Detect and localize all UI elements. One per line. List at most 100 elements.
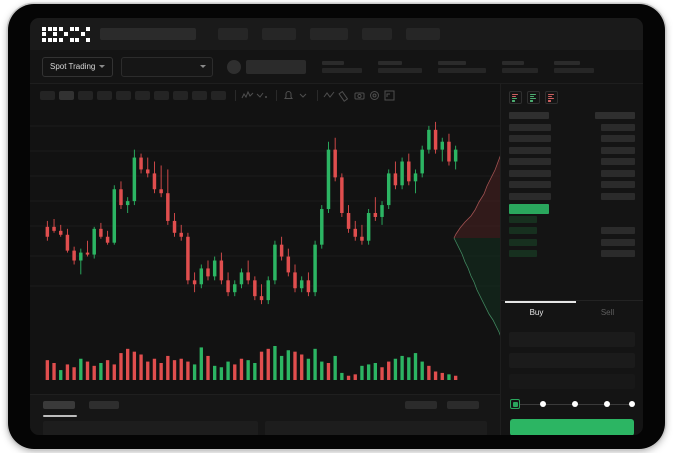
spread-price[interactable] bbox=[509, 204, 635, 216]
alert-icon[interactable] bbox=[282, 89, 295, 102]
ask-price-bar bbox=[509, 146, 551, 154]
nav-item-4[interactable] bbox=[362, 28, 392, 40]
candle-series bbox=[45, 121, 458, 305]
order-total-field[interactable] bbox=[509, 374, 635, 389]
candle-body bbox=[320, 209, 324, 245]
candle-body bbox=[333, 149, 337, 178]
timeframe-30m[interactable] bbox=[97, 90, 112, 100]
stat-24h-low bbox=[438, 60, 487, 73]
buy-submit-button[interactable] bbox=[510, 419, 634, 435]
volume-bar bbox=[139, 354, 143, 380]
candle-body bbox=[259, 296, 264, 301]
ask-row[interactable] bbox=[509, 192, 635, 205]
bid-row[interactable] bbox=[509, 238, 635, 251]
slider-step-75[interactable] bbox=[604, 401, 610, 407]
pair-select[interactable] bbox=[121, 56, 214, 77]
volume-bar bbox=[45, 360, 50, 380]
ask-row[interactable] bbox=[509, 146, 635, 159]
candle-body bbox=[453, 149, 458, 162]
amount-percent-slider[interactable] bbox=[510, 397, 635, 413]
ask-row[interactable] bbox=[509, 158, 635, 170]
stat-24h-change-label bbox=[322, 60, 345, 65]
volume-bar bbox=[413, 353, 418, 380]
timeframe-1d[interactable] bbox=[154, 90, 169, 100]
orderbook-bids-icon[interactable] bbox=[527, 91, 540, 104]
nav-item-1[interactable] bbox=[218, 28, 248, 40]
settings-icon[interactable] bbox=[368, 89, 381, 102]
volume-bar bbox=[226, 361, 230, 380]
bid-row[interactable] bbox=[509, 250, 635, 262]
volume-bar bbox=[206, 355, 210, 380]
cancel-all-button[interactable] bbox=[447, 401, 479, 409]
bid-row[interactable] bbox=[509, 227, 635, 239]
chart-type-icon[interactable] bbox=[297, 89, 310, 102]
candle-body bbox=[58, 230, 63, 235]
tab-open-orders[interactable] bbox=[43, 401, 75, 409]
slider-step-50[interactable] bbox=[572, 401, 578, 407]
order-card-right[interactable] bbox=[265, 421, 487, 435]
chevron-down-icon bbox=[99, 65, 106, 68]
tab-order-history[interactable] bbox=[89, 401, 119, 409]
volume-bar bbox=[279, 355, 284, 380]
orderbook-asks-icon[interactable] bbox=[545, 91, 558, 104]
candle-body bbox=[72, 250, 76, 261]
order-price-field[interactable] bbox=[509, 332, 635, 347]
timeframe-4h[interactable] bbox=[135, 90, 150, 100]
hide-other-pairs-toggle[interactable] bbox=[405, 401, 437, 409]
line-tool-icon[interactable] bbox=[323, 89, 336, 102]
timeframe-more[interactable] bbox=[211, 90, 226, 100]
spot-trading-selector[interactable]: Spot Trading bbox=[42, 56, 114, 77]
ruler-icon[interactable] bbox=[338, 89, 351, 102]
bid-row[interactable] bbox=[509, 215, 635, 228]
okx-logo[interactable] bbox=[42, 26, 90, 42]
indicators-icon[interactable] bbox=[241, 89, 254, 102]
candle-body bbox=[346, 213, 351, 229]
ask-row[interactable] bbox=[509, 135, 635, 147]
orderbook-both-icon[interactable] bbox=[509, 91, 522, 104]
ask-price-bar bbox=[509, 181, 551, 188]
candle-body bbox=[125, 201, 130, 206]
nav-item-2[interactable] bbox=[262, 28, 296, 40]
volume-bar bbox=[407, 357, 411, 380]
nav-item-5[interactable] bbox=[406, 28, 440, 40]
candle-body bbox=[306, 280, 311, 293]
fullscreen-icon[interactable] bbox=[383, 89, 396, 102]
stat-24h-low-value bbox=[438, 67, 487, 73]
search-input[interactable] bbox=[100, 28, 196, 40]
nav-item-3[interactable] bbox=[310, 28, 348, 40]
tab-buy[interactable]: Buy bbox=[529, 308, 544, 317]
slider-step-100[interactable] bbox=[629, 401, 635, 407]
timeframe-1h[interactable] bbox=[116, 90, 131, 100]
volume-bar bbox=[306, 358, 311, 380]
order-amount-field[interactable] bbox=[509, 353, 635, 368]
candlestick-chart[interactable] bbox=[30, 106, 500, 320]
volume-bar bbox=[366, 364, 371, 380]
ask-row[interactable] bbox=[509, 123, 635, 136]
volume-bar bbox=[152, 358, 157, 380]
orderbook-amount-header bbox=[595, 112, 635, 119]
compare-icon[interactable] bbox=[256, 89, 269, 102]
ask-price-bar bbox=[509, 169, 551, 177]
volume-bar bbox=[447, 374, 451, 380]
chart-gridlines bbox=[30, 125, 500, 287]
candle-body bbox=[99, 228, 103, 237]
timeframe-1m[interactable] bbox=[40, 90, 55, 100]
stat-24h-high-value bbox=[378, 67, 423, 73]
tab-sell[interactable]: Sell bbox=[600, 308, 615, 317]
ask-row[interactable] bbox=[509, 181, 635, 193]
orderbook-rows[interactable] bbox=[501, 108, 643, 298]
volume-bar bbox=[360, 365, 364, 380]
volume-bar bbox=[453, 375, 458, 380]
slider-handle[interactable] bbox=[510, 399, 520, 409]
timeframe-1M[interactable] bbox=[192, 90, 207, 100]
timeframe-15m[interactable] bbox=[78, 90, 93, 100]
orderbook-price-header bbox=[509, 112, 549, 119]
timeframe-1w[interactable] bbox=[173, 90, 188, 100]
camera-icon[interactable] bbox=[353, 89, 366, 102]
ask-row[interactable] bbox=[509, 169, 635, 182]
candle-body bbox=[219, 260, 224, 281]
slider-step-25[interactable] bbox=[540, 401, 546, 407]
volume-bar bbox=[233, 364, 237, 380]
timeframe-5m[interactable] bbox=[59, 90, 74, 100]
order-card-left[interactable] bbox=[43, 421, 258, 435]
